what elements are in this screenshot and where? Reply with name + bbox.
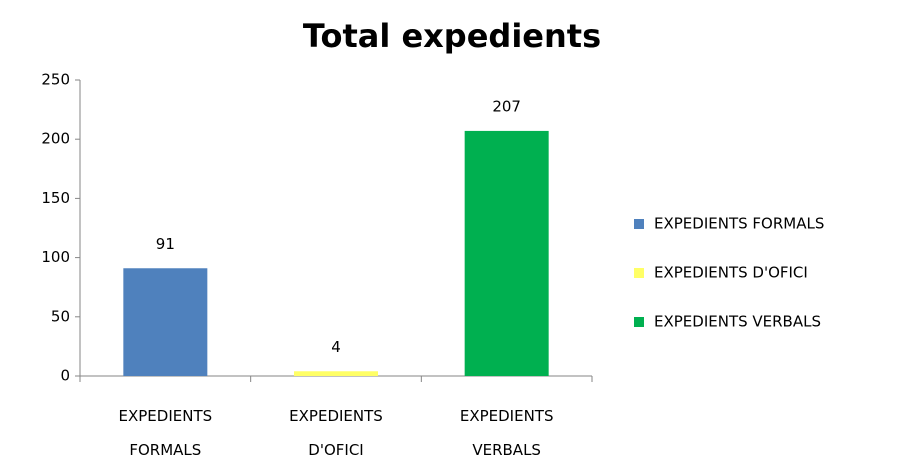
bar <box>294 371 378 376</box>
data-label: 207 <box>492 97 521 115</box>
bar <box>123 268 208 376</box>
data-label: 4 <box>331 338 341 356</box>
x-tick-label: EXPEDIENTS D'OFICI <box>289 407 383 459</box>
chart-title: Total expedients <box>303 17 601 55</box>
bar <box>464 130 549 376</box>
y-tick-label: 50 <box>51 307 70 325</box>
legend-swatch <box>634 219 644 229</box>
y-tick-label: 0 <box>60 367 70 385</box>
y-tick-label: 150 <box>41 189 70 207</box>
legend-swatch <box>634 317 644 327</box>
y-tick-label: 250 <box>41 71 70 89</box>
data-label: 91 <box>156 235 175 253</box>
y-tick-label: 200 <box>41 130 70 148</box>
x-tick-label: EXPEDIENTS FORMALS <box>119 407 213 459</box>
legend-swatch <box>634 268 644 278</box>
y-tick-label: 100 <box>41 248 70 266</box>
legend-label: EXPEDIENTS VERBALS <box>654 313 821 331</box>
x-tick-label: EXPEDIENTS VERBALS <box>460 407 554 459</box>
legend-label: EXPEDIENTS D'OFICI <box>654 264 808 282</box>
legend-label: EXPEDIENTS FORMALS <box>654 215 824 233</box>
